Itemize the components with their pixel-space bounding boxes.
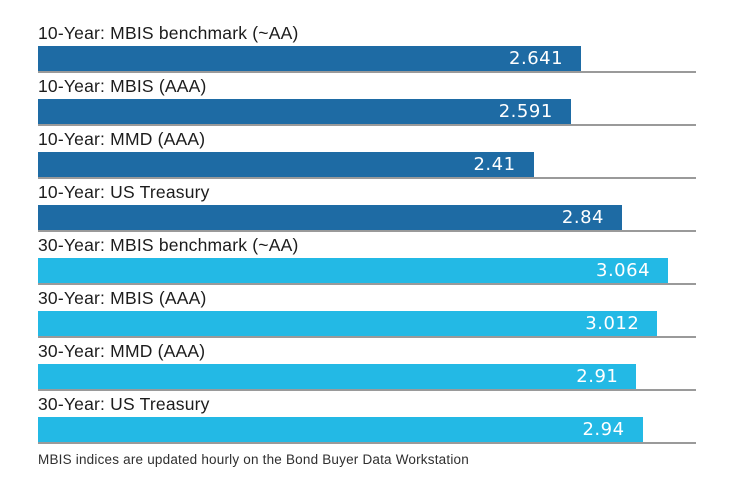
bar-track: 3.064: [38, 258, 696, 285]
bar-category-label: 30-Year: US Treasury: [38, 394, 210, 414]
bar-value-label: 2.94: [582, 419, 625, 440]
bar-30yr-mmd-aaa: 2.91: [38, 364, 637, 389]
bar-value-label: 3.012: [585, 313, 640, 334]
chart-row: 10-Year: MMD (AAA) 2.41: [38, 126, 696, 179]
chart-row: 30-Year: MBIS benchmark (~AA) 3.064: [38, 232, 696, 285]
chart-row: 30-Year: MBIS (AAA) 3.012: [38, 285, 696, 338]
bar-value-label: 3.064: [596, 260, 651, 281]
chart-row: 10-Year: US Treasury 2.84: [38, 179, 696, 232]
bar-30yr-us-treasury: 2.94: [38, 417, 643, 442]
bar-category-label: 10-Year: MBIS (AAA): [38, 76, 207, 96]
bar-category-label: 30-Year: MMD (AAA): [38, 341, 206, 361]
bar-30yr-mbis-benchmark: 3.064: [38, 258, 669, 283]
bar-value-label: 2.91: [576, 366, 619, 387]
bar-value-label: 2.41: [473, 154, 516, 175]
bar-value-label: 2.591: [498, 101, 553, 122]
bar-category-label: 30-Year: MBIS (AAA): [38, 288, 207, 308]
bar-track: 2.641: [38, 46, 696, 73]
bar-value-label: 2.84: [561, 207, 604, 228]
bar-category-label: 10-Year: MMD (AAA): [38, 129, 206, 149]
bar-track: 2.41: [38, 152, 696, 179]
bar-track: 3.012: [38, 311, 696, 338]
bar-category-label: 10-Year: US Treasury: [38, 182, 210, 202]
bar-category-label: 30-Year: MBIS benchmark (~AA): [38, 235, 299, 255]
bar-10yr-mbis-aaa: 2.591: [38, 99, 571, 124]
bar-track: 2.84: [38, 205, 696, 232]
chart-footnote: MBIS indices are updated hourly on the B…: [38, 452, 469, 467]
chart-row: 30-Year: US Treasury 2.94: [38, 391, 696, 444]
chart-row: 10-Year: MBIS (AAA) 2.591: [38, 73, 696, 126]
bar-30yr-mbis-aaa: 3.012: [38, 311, 658, 336]
bar-track: 2.94: [38, 417, 696, 444]
chart-row: 10-Year: MBIS benchmark (~AA) 2.641: [38, 20, 696, 73]
bar-value-label: 2.641: [509, 48, 564, 69]
bar-category-label: 10-Year: MBIS benchmark (~AA): [38, 23, 299, 43]
bar-10yr-us-treasury: 2.84: [38, 205, 622, 230]
bar-track: 2.591: [38, 99, 696, 126]
bar-10yr-mbis-benchmark: 2.641: [38, 46, 582, 71]
chart-plot-area: 10-Year: MBIS benchmark (~AA) 2.641 10-Y…: [38, 20, 696, 444]
bar-10yr-mmd-aaa: 2.41: [38, 152, 534, 177]
bar-track: 2.91: [38, 364, 696, 391]
chart-row: 30-Year: MMD (AAA) 2.91: [38, 338, 696, 391]
